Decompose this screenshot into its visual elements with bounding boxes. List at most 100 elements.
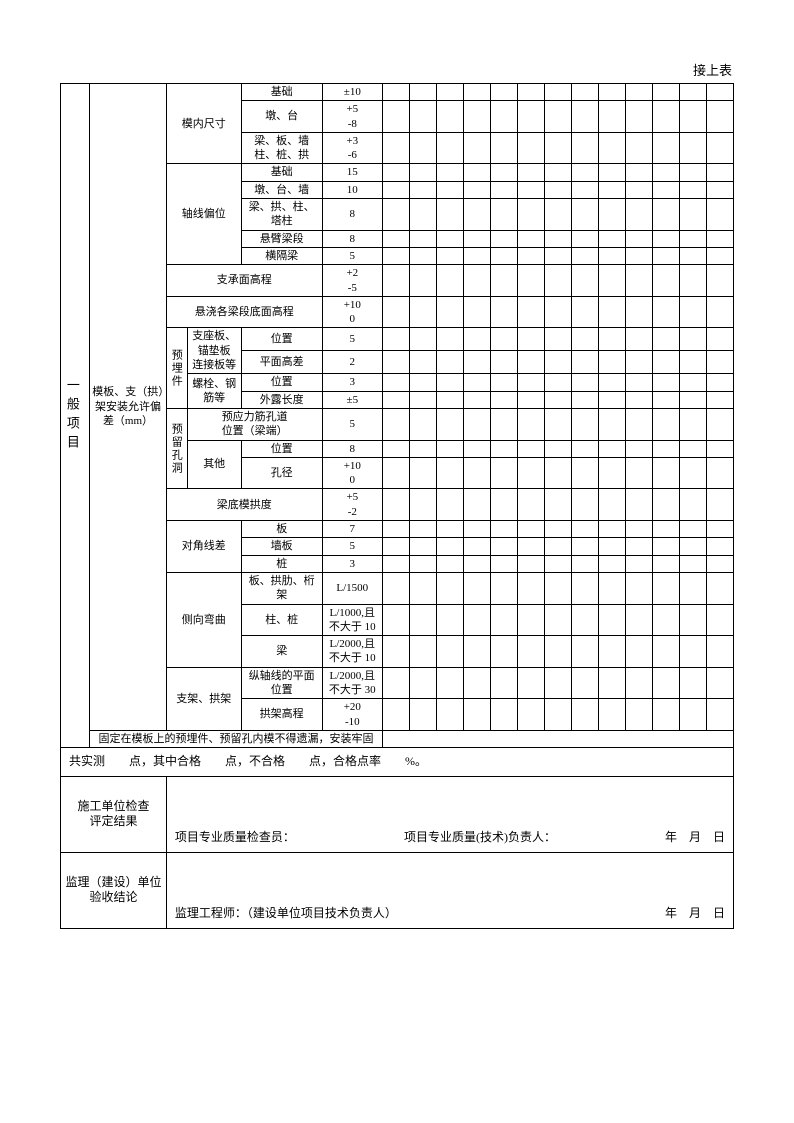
grid-cell [571, 457, 598, 489]
grid-cell [517, 199, 544, 231]
grid-cell [517, 328, 544, 351]
sub-label: 墩、台 [241, 101, 322, 133]
grid-cell [625, 101, 652, 133]
grid-cell [571, 521, 598, 538]
sub-label: 悬臂梁段 [241, 230, 322, 247]
tolerance: 8 [322, 440, 382, 457]
grid-cell [652, 572, 679, 604]
grid-cell [652, 265, 679, 297]
grid-cell [463, 538, 490, 555]
grid-cell [382, 374, 409, 391]
grid-cell [679, 604, 706, 636]
grid-cell [517, 521, 544, 538]
grid-cell [436, 84, 463, 101]
grid-cell [544, 328, 571, 351]
grid-cell [382, 391, 409, 408]
grid-cell [679, 374, 706, 391]
grid-cell [463, 489, 490, 521]
grid-cell [436, 247, 463, 264]
grid-cell [544, 374, 571, 391]
grid-cell [679, 164, 706, 181]
sig2-body: 监理工程师：（建设单位项目技术负责人） 年 月 日 [166, 852, 733, 928]
grid-cell [652, 391, 679, 408]
grid-cell [598, 391, 625, 408]
grid-cell [598, 132, 625, 164]
sig1-inspector: 项目专业质量检查员： [175, 830, 295, 846]
grid-cell [436, 328, 463, 351]
grid-cell [517, 101, 544, 133]
grid-cell [598, 199, 625, 231]
grid-cell [571, 636, 598, 668]
grid-cell [679, 699, 706, 731]
grid-cell [409, 230, 436, 247]
grid-cell [409, 84, 436, 101]
grid-cell [517, 247, 544, 264]
grid-cell [463, 84, 490, 101]
grid-cell [409, 538, 436, 555]
grid-cell [625, 636, 652, 668]
grid-cell [706, 101, 733, 133]
grid-cell [571, 374, 598, 391]
grid-cell [706, 489, 733, 521]
grid-cell [571, 440, 598, 457]
tolerance: 5 [322, 408, 382, 440]
grid-cell [625, 440, 652, 457]
grid-cell [490, 265, 517, 297]
grid-cell [382, 604, 409, 636]
grid-cell [544, 408, 571, 440]
grid-cell [436, 667, 463, 699]
grid-cell [517, 457, 544, 489]
grid-cell [652, 296, 679, 328]
grid-cell [544, 181, 571, 198]
grid-cell [706, 328, 733, 351]
grid-cell [409, 604, 436, 636]
tolerance: L/1000,且不大于 10 [322, 604, 382, 636]
grid-cell [598, 84, 625, 101]
sub-label: 横隔梁 [241, 247, 322, 264]
grid-cell [625, 572, 652, 604]
group-label: 预埋件 [166, 328, 187, 408]
grid-cell [544, 538, 571, 555]
grid-cell [571, 572, 598, 604]
sig1-body: 项目专业质量检查员： 项目专业质量(技术)负责人： 年 月 日 [166, 776, 733, 852]
grid-cell [490, 408, 517, 440]
grid-cell [544, 636, 571, 668]
grid-cell [517, 132, 544, 164]
grid-cell [652, 181, 679, 198]
grid-cell [544, 101, 571, 133]
sig2-date: 年 月 日 [665, 906, 725, 922]
tolerance: +20-10 [322, 699, 382, 731]
grid-cell [571, 408, 598, 440]
grid-cell [652, 408, 679, 440]
grid-cell [463, 164, 490, 181]
grid-cell [679, 181, 706, 198]
grid-cell [598, 604, 625, 636]
grid-cell [652, 351, 679, 374]
sub-label: 基础 [241, 84, 322, 101]
grid-cell [652, 604, 679, 636]
sub-label: 梁、拱、柱、塔柱 [241, 199, 322, 231]
grid-cell [598, 538, 625, 555]
grid-cell [625, 699, 652, 731]
grid-cell [517, 84, 544, 101]
grid-cell [436, 181, 463, 198]
grid-cell [679, 328, 706, 351]
grid-cell [490, 699, 517, 731]
grid-cell [571, 699, 598, 731]
grid-cell [382, 296, 409, 328]
grid-cell [409, 699, 436, 731]
grid-cell [517, 555, 544, 572]
grid-cell [436, 132, 463, 164]
grid-cell [409, 101, 436, 133]
grid-cell [625, 538, 652, 555]
grid-cell [625, 408, 652, 440]
grid-cell [598, 699, 625, 731]
grid-cell [679, 247, 706, 264]
grid-cell [436, 489, 463, 521]
grid-cell [652, 374, 679, 391]
grid-cell [544, 555, 571, 572]
tolerance: 10 [322, 181, 382, 198]
tolerance: +100 [322, 296, 382, 328]
grid-cell [382, 489, 409, 521]
grid-cell [517, 667, 544, 699]
